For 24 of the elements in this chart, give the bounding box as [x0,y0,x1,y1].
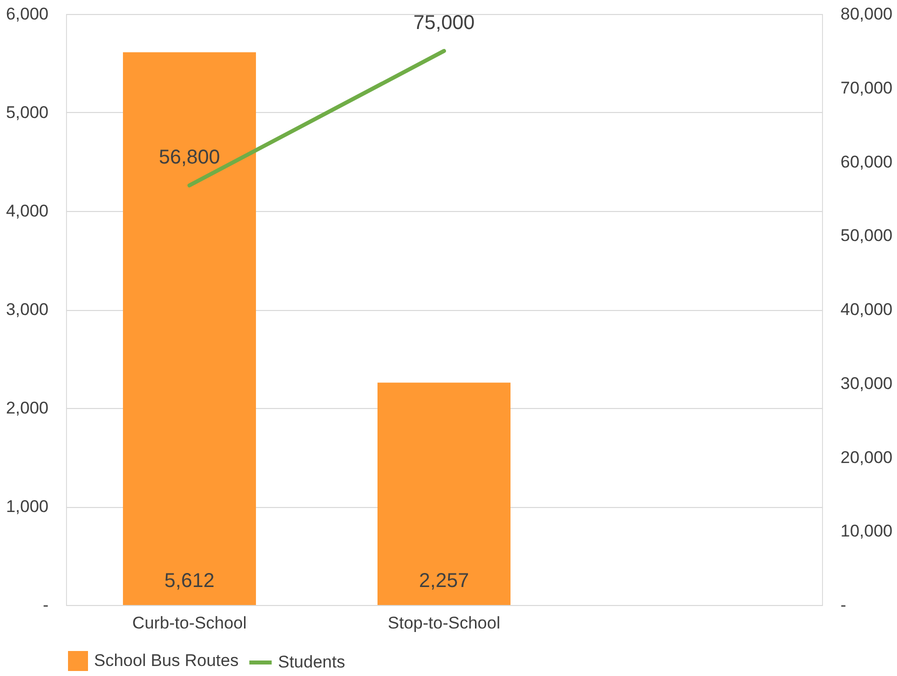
y-tick-label: 2,000 [6,398,48,418]
y2-tick-label: 50,000 [840,226,892,246]
y2-tick-label: 30,000 [840,374,892,393]
x-tick-label: Stop-to-School [388,614,500,632]
data-label: 2,257 [418,570,470,592]
y-tick-label: 4,000 [6,202,48,220]
y2-tick-label: 20,000 [840,448,892,467]
y-tick-label: 5,000 [6,103,48,122]
y-tick-label: 6,000 [6,4,48,24]
x-tick-label: Curb-to-School [132,614,247,632]
data-label: 5,612 [164,570,214,592]
y2-tick-label: 10,000 [840,522,892,541]
legend-label: School Bus Routes [94,651,239,670]
legend-label: Students [278,652,346,672]
y-tick-label: 3,000 [6,300,48,319]
data-label: 56,800 [158,146,220,168]
y2-tick-label: - [840,596,846,614]
y2-tick-label: 70,000 [840,78,892,98]
data-label: 75,000 [413,12,475,34]
y-tick-label: - [42,596,48,614]
y2-tick-label: 80,000 [840,4,892,24]
y2-tick-label: 60,000 [840,152,892,172]
y2-tick-label: 40,000 [840,300,892,319]
y-tick-label: 1,000 [6,497,48,516]
